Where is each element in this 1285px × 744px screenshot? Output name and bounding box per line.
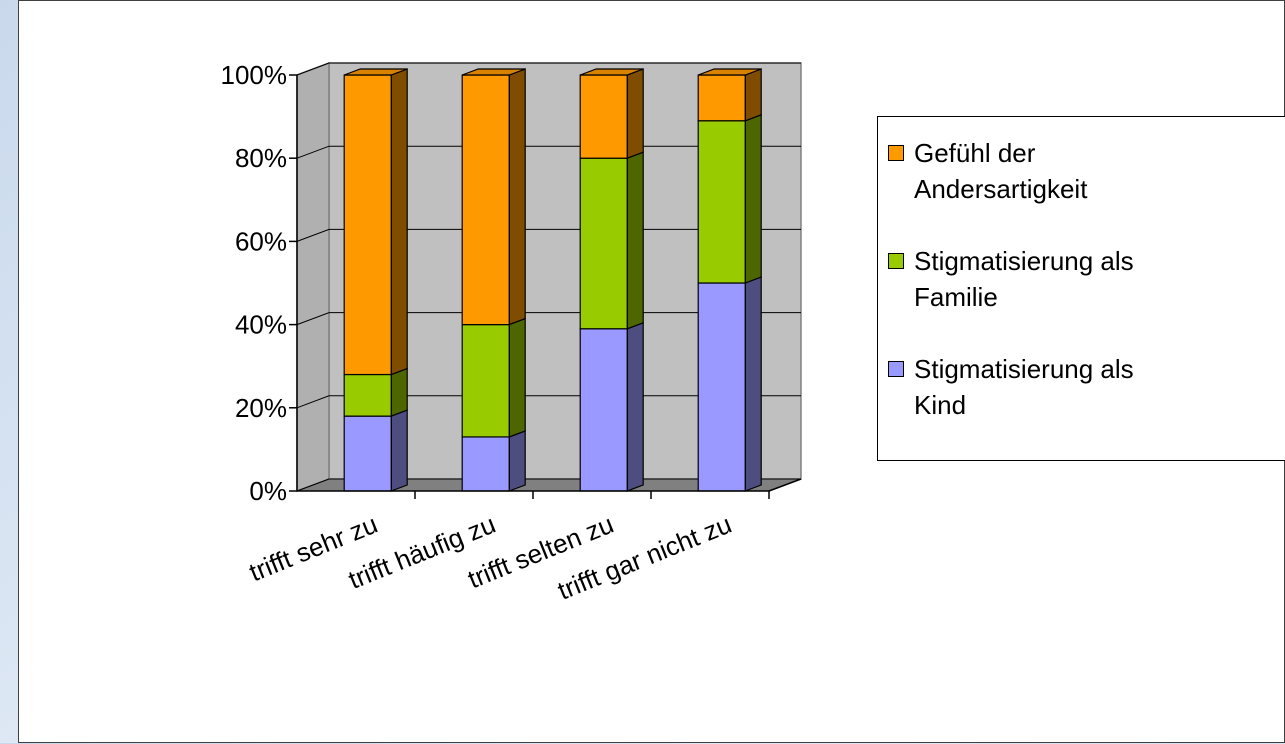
chart-legend: Gefühl der Andersartigkeit Stigmatisieru…: [877, 116, 1285, 461]
chart-side-wall: [296, 61, 330, 493]
legend-label-andersartigkeit-line1: Gefühl der: [914, 138, 1036, 168]
y-tick-label: 20%: [235, 393, 287, 423]
bar-segment-stigmatisierung-als-kind-1: [461, 430, 526, 492]
y-tick-label: 100%: [221, 60, 288, 90]
bar-segment-stigmatisierung-als-kind-3: [697, 276, 762, 492]
legend-swatch-familie: [888, 253, 904, 269]
bar-segment-stigmatisierung-als-kind-2: [579, 321, 644, 492]
grid-line: [296, 62, 801, 76]
legend-swatch-andersartigkeit: [888, 145, 904, 161]
y-tick-label: 60%: [235, 226, 287, 256]
bar-segment-stigmatisierung-als-familie-3: [697, 113, 762, 284]
legend-label-familie-line2: Familie: [914, 282, 998, 312]
chart-plot: 0%20%40%60%80%100% trifft sehr zutrifft …: [221, 60, 802, 606]
legend-label-familie-line1: Stigmatisierung als: [914, 246, 1134, 276]
y-tick-label: 80%: [235, 143, 287, 173]
bar-segment-stigmatisierung-als-familie-2: [579, 151, 644, 330]
legend-swatch-kind: [888, 361, 904, 377]
bar-segment-gef-hl-der-andersartigkeit-0: [343, 68, 408, 376]
legend-label-kind-line2: Kind: [914, 390, 967, 420]
y-tick-label: 0%: [249, 476, 287, 506]
legend-label-kind-line1: Stigmatisierung als: [914, 354, 1134, 384]
bar-segment-gef-hl-der-andersartigkeit-1: [461, 68, 526, 326]
bar-segment-stigmatisierung-als-kind-0: [343, 409, 408, 492]
bar-segment-gef-hl-der-andersartigkeit-2: [579, 68, 644, 160]
y-tick-label: 40%: [235, 310, 287, 340]
bar-segment-stigmatisierung-als-familie-0: [343, 367, 408, 417]
x-axis-depth: [768, 478, 802, 492]
legend-label-andersartigkeit-line2: Andersartigkeit: [914, 174, 1088, 204]
bar-segment-stigmatisierung-als-familie-1: [461, 317, 526, 438]
chart-frame: 0% 20% 40% 60% 80% 100% trifft sehr zu trifft …: [18, 0, 1285, 743]
bar-segment-gef-hl-der-andersartigkeit-3: [697, 68, 762, 122]
